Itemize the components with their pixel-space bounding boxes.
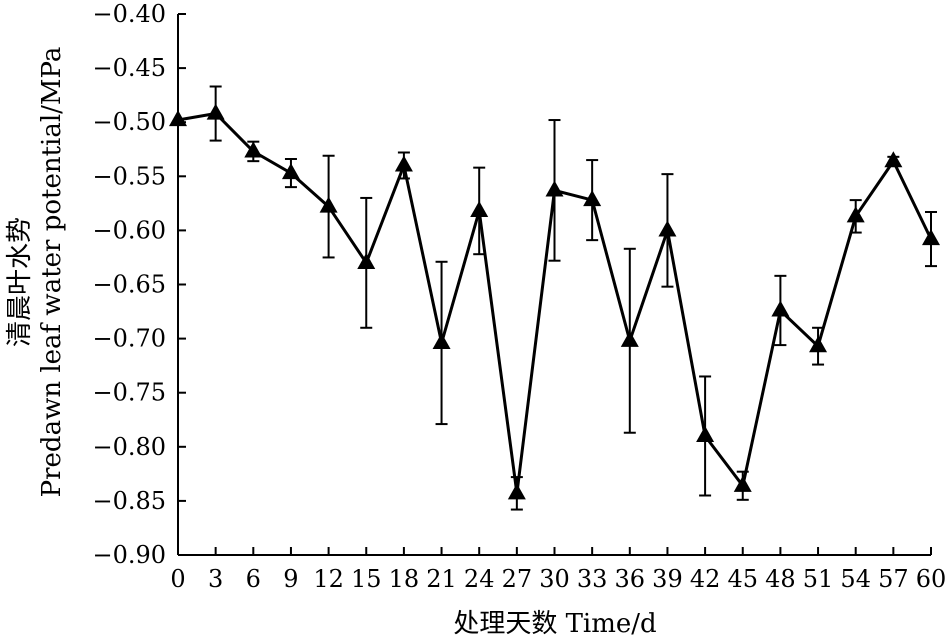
data-point-marker <box>658 220 677 237</box>
x-tick-label: 15 <box>351 565 382 593</box>
data-point-marker <box>696 426 715 443</box>
x-tick-label: 54 <box>840 565 871 593</box>
data-point-marker <box>620 330 639 347</box>
data-point-marker <box>169 110 187 127</box>
y-tick-label: −0.40 <box>92 0 166 28</box>
x-tick-label: 6 <box>246 565 261 593</box>
y-tick-label: −0.65 <box>92 271 166 299</box>
y-tick-label: −0.75 <box>92 379 166 407</box>
x-tick-label: 24 <box>464 565 495 593</box>
x-tick-label: 3 <box>208 565 223 593</box>
x-tick-label: 60 <box>916 565 947 593</box>
x-tick-label: 33 <box>577 565 608 593</box>
x-axis-title: 处理天数 Time/d <box>453 609 656 639</box>
x-tick-label: 18 <box>389 565 420 593</box>
x-tick-label: 48 <box>765 565 796 593</box>
data-point-marker <box>884 151 903 168</box>
y-tick-label: −0.55 <box>92 162 166 190</box>
data-point-marker <box>394 155 413 172</box>
y-tick-label: −0.70 <box>92 325 166 353</box>
y-tick-label: −0.50 <box>92 108 166 136</box>
y-axis-title-cn: 清晨叶水势 <box>5 217 35 347</box>
data-point-marker <box>244 141 263 158</box>
data-point-marker <box>733 475 752 492</box>
axes <box>177 13 932 556</box>
x-tick-label: 51 <box>803 565 834 593</box>
y-axis-title-en: Predawn leaf water potential/MPa <box>37 47 67 498</box>
y-tick-label: −0.85 <box>92 487 166 515</box>
data-point-marker <box>846 206 865 223</box>
x-tick-label: 12 <box>313 565 344 593</box>
data-point-marker <box>470 201 489 218</box>
data-point-marker <box>583 190 602 207</box>
data-point-marker <box>809 336 828 353</box>
y-tick-label: −0.90 <box>92 541 166 569</box>
x-tick-label: 42 <box>690 565 721 593</box>
error-bars <box>209 85 937 511</box>
x-tick-label: 30 <box>539 565 570 593</box>
y-tick-label: −0.60 <box>92 216 166 244</box>
x-tick-label: 21 <box>426 565 457 593</box>
data-point-marker <box>206 103 225 120</box>
y-tick-label: −0.80 <box>92 433 166 461</box>
tick-labels: −0.40 −0.45 −0.50 −0.55 −0.60 −0.65 −0.70 −0.75… <box>92 0 946 593</box>
y-tick-label: −0.45 <box>92 54 166 82</box>
x-tick-label: 36 <box>615 565 646 593</box>
x-tick-label: 45 <box>727 565 758 593</box>
data-point-marker <box>281 163 300 180</box>
data-point-marker <box>545 180 564 197</box>
x-tick-label: 39 <box>652 565 683 593</box>
data-point-marker <box>319 196 338 213</box>
data-series <box>169 103 940 500</box>
data-point-marker <box>507 483 526 500</box>
data-point-marker <box>432 333 451 350</box>
x-tick-label: 57 <box>878 565 909 593</box>
data-point-marker <box>357 252 376 269</box>
data-point-marker <box>771 300 790 317</box>
x-tick-label: 0 <box>170 565 185 593</box>
x-tick-label: 9 <box>283 565 298 593</box>
data-point-marker <box>922 229 940 246</box>
x-tick-label: 27 <box>502 565 533 593</box>
